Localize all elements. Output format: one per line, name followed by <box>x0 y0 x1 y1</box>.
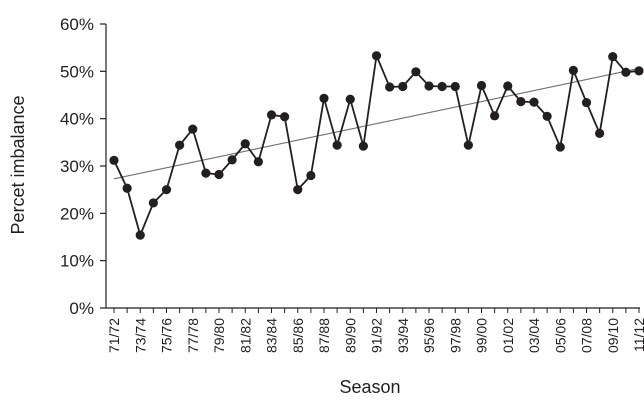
data-point <box>280 112 290 122</box>
x-tick-label: 75/76 <box>159 318 175 353</box>
y-tick-label: 20% <box>60 204 94 223</box>
x-tick-label: 09/10 <box>605 318 621 353</box>
data-point <box>293 185 303 195</box>
data-point <box>266 110 277 120</box>
y-tick-label: 0% <box>69 299 94 318</box>
data-point <box>148 198 158 208</box>
x-tick-label: 05/06 <box>552 318 568 353</box>
x-tick-label: 81/82 <box>237 318 253 353</box>
data-point <box>253 157 263 167</box>
data-point <box>581 97 592 108</box>
data-point <box>437 81 447 92</box>
y-tick-label: 60% <box>60 15 94 34</box>
data-point <box>319 93 329 103</box>
data-point <box>608 52 618 62</box>
data-point <box>214 169 224 180</box>
x-tick-label: 95/96 <box>421 318 437 353</box>
x-axis-title: Season <box>339 377 400 397</box>
data-point <box>476 80 487 91</box>
data-point <box>227 155 237 165</box>
data-point <box>398 81 408 92</box>
data-point <box>240 139 250 149</box>
y-axis-title: Percet imbalance <box>8 95 28 234</box>
data-point <box>424 81 434 91</box>
data-point <box>385 82 395 92</box>
data-point <box>188 124 198 134</box>
x-tick-label: 97/98 <box>447 318 463 353</box>
x-tick-label: 11/12 <box>631 318 644 352</box>
data-point <box>463 140 473 150</box>
data-point <box>516 97 526 107</box>
data-point <box>358 141 368 151</box>
x-tick-label: 93/94 <box>395 318 411 353</box>
x-tick-label: 89/90 <box>342 318 358 353</box>
x-tick-label: 99/00 <box>474 318 490 353</box>
data-points <box>109 51 644 240</box>
data-point <box>490 111 500 121</box>
x-tick-label: 77/78 <box>185 318 201 353</box>
x-axis-ticks: 71/72 73/74 75/76 77/78 79/80 81/82 83/84 85/86… <box>106 308 644 353</box>
data-point <box>122 183 132 193</box>
y-tick-label: 50% <box>60 62 94 81</box>
data-point <box>306 170 316 181</box>
trend-line <box>113 67 640 180</box>
data-point <box>621 67 631 77</box>
y-tick-label: 30% <box>60 157 94 176</box>
y-axis-ticks: 0% 10% 20% 30% 40% 50% 60% <box>60 15 106 318</box>
y-tick-label: 10% <box>60 252 94 271</box>
data-point <box>161 185 172 195</box>
data-point <box>634 66 644 76</box>
x-tick-label: 87/88 <box>316 318 332 353</box>
x-tick-label: 71/72 <box>106 318 122 353</box>
data-point <box>529 97 539 107</box>
x-tick-label: 91/92 <box>369 318 385 353</box>
data-point <box>135 230 145 240</box>
x-tick-label: 03/04 <box>526 318 542 353</box>
data-point <box>568 65 578 75</box>
data-point <box>345 94 355 104</box>
data-point <box>175 140 185 150</box>
data-point <box>555 142 565 152</box>
data-point <box>503 81 513 91</box>
data-point <box>411 67 421 77</box>
x-tick-label: 79/80 <box>211 318 227 353</box>
y-tick-label: 40% <box>60 110 94 129</box>
x-tick-label: 07/08 <box>579 318 595 353</box>
data-point <box>542 111 552 121</box>
x-tick-label: 85/86 <box>290 318 306 353</box>
x-tick-label: 01/02 <box>500 318 516 353</box>
data-point <box>595 128 605 138</box>
data-point <box>109 155 119 165</box>
data-point <box>201 168 211 178</box>
data-point <box>450 81 460 92</box>
x-tick-label: 73/74 <box>132 318 148 353</box>
x-tick-label: 83/84 <box>264 318 280 353</box>
data-point <box>332 140 342 150</box>
data-point <box>371 51 382 61</box>
